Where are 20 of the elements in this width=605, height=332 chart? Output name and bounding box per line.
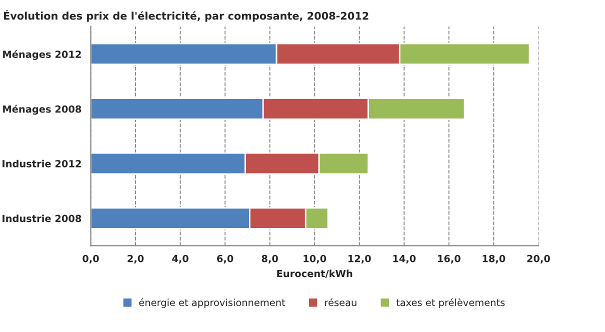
x-tick-label: 16,0 [438, 254, 460, 264]
x-tick-label: 20,0 [527, 254, 550, 264]
x-axis-title: Eurocent/kWh [277, 270, 352, 278]
y-tick-label: Ménages 2008 [3, 104, 82, 115]
x-tick-label: 4,0 [172, 254, 188, 264]
x-tick-label: 8,0 [262, 254, 278, 264]
legend-label: taxes et prélèvements [396, 298, 505, 308]
x-tick-label: 2,0 [128, 254, 144, 264]
y-tick-label: Industrie 2008 [2, 214, 82, 222]
y-tick-label: Ménages 2012 [3, 50, 81, 60]
x-tick-label: 12,0 [348, 254, 371, 264]
legend-label: énergie et approvisionnement [139, 298, 286, 308]
x-tick-label: 0,0 [82, 254, 99, 264]
y-tick-label: Industrie 2012 [2, 160, 81, 168]
chart-title: Évolution des prix de l'électricité, par composante, 2008-2012 [4, 10, 368, 22]
x-tick-label: 6,0 [217, 254, 234, 264]
x-tick-label: 18,0 [482, 254, 506, 264]
legend-label: réseau [325, 298, 356, 306]
x-tick-label: 14,0 [393, 254, 416, 264]
x-tick-label: 10,0 [304, 254, 326, 264]
